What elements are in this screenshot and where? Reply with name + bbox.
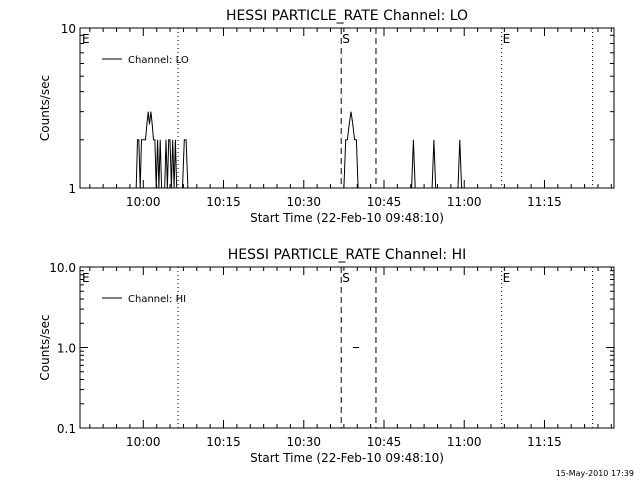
y-tick-label: 1.0 — [57, 342, 76, 356]
chart-panel-2: HESSI PARTICLE_RATE Channel: HI Counts/se… — [38, 247, 615, 465]
x-tick-label: 11:15 — [527, 195, 562, 209]
legend-label: Channel: LO — [128, 55, 189, 66]
event-marker-label: E — [82, 271, 90, 285]
series-line — [135, 111, 163, 189]
y-tick-label: 0.1 — [57, 422, 76, 436]
chart-title: HESSI PARTICLE_RATE Channel: LO — [226, 8, 468, 24]
x-axis-label: Start Time (22-Feb-10 09:48:10) — [250, 211, 444, 225]
x-tick-label: 10:30 — [286, 435, 321, 449]
series-line — [457, 139, 463, 189]
event-marker-label: E — [82, 32, 90, 46]
series-line — [343, 111, 360, 189]
x-axis-label: Start Time (22-Feb-10 09:48:10) — [250, 451, 444, 465]
plot-frame — [79, 27, 615, 189]
x-tick-label: 10:15 — [206, 435, 241, 449]
series-line — [411, 139, 416, 189]
chart-panel-1: HESSI PARTICLE_RATE Channel: LO Counts/se… — [38, 8, 615, 225]
x-tick-label: 10:15 — [206, 195, 241, 209]
series-line — [164, 139, 178, 189]
event-marker-label: S — [342, 32, 350, 46]
x-tick-label: 10:45 — [367, 435, 402, 449]
legend-label: Channel: HI — [128, 294, 186, 305]
event-marker-label: S — [342, 271, 350, 285]
x-tick-label: 11:15 — [527, 435, 562, 449]
y-axis-label: Counts/sec — [38, 314, 52, 380]
y-tick-label: 10.0 — [49, 261, 76, 275]
x-tick-label: 11:00 — [447, 435, 482, 449]
chart-title: HESSI PARTICLE_RATE Channel: HI — [228, 247, 466, 263]
event-marker-label: E — [503, 271, 511, 285]
y-tick-label: 10 — [61, 22, 76, 36]
x-tick-label: 10:00 — [126, 195, 161, 209]
plot-timestamp: 15-May-2010 17:39 — [555, 469, 634, 478]
x-tick-label: 10:00 — [126, 435, 161, 449]
y-axis-label: Counts/sec — [38, 75, 52, 141]
event-marker-label: E — [503, 32, 511, 46]
series-line — [182, 139, 189, 189]
x-tick-label: 10:30 — [286, 195, 321, 209]
y-tick-label: 1 — [68, 182, 76, 196]
series-line — [431, 139, 437, 189]
x-tick-label: 10:45 — [367, 195, 402, 209]
plot-frame — [79, 266, 615, 429]
x-tick-label: 11:00 — [447, 195, 482, 209]
